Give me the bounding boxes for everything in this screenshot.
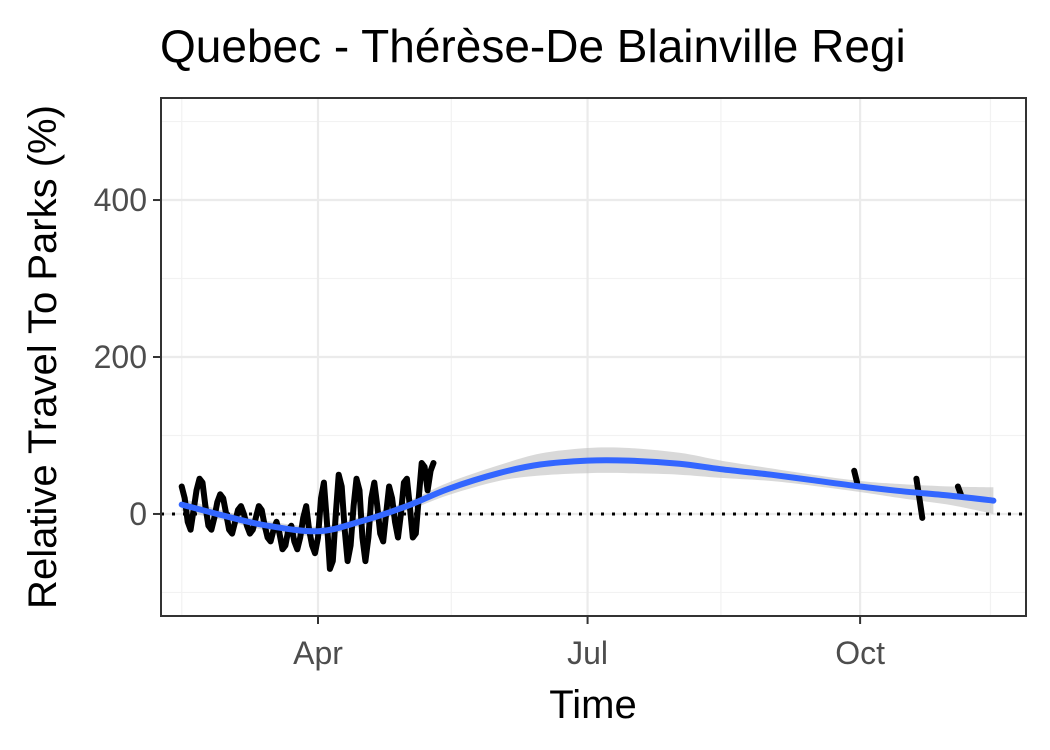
- x-axis-title: Time: [549, 683, 636, 727]
- axes: 0 200 400 Apr Jul Oct: [94, 182, 886, 671]
- y-axis-title: Relative Travel To Parks (%): [21, 105, 65, 609]
- x-tick-label: Apr: [293, 635, 343, 671]
- grid: [161, 98, 1026, 616]
- chart-title: Quebec - Thérèse-De Blainville Regi: [160, 20, 906, 72]
- observed-series-line: [851, 467, 861, 486]
- observed-series-line: [954, 483, 964, 498]
- smoothed-series-layer: [178, 457, 997, 535]
- observed-series-layer: [178, 460, 964, 572]
- y-tick-label: 400: [94, 182, 147, 218]
- smoothed-series-line: [178, 457, 997, 535]
- x-tick-label: Jul: [567, 635, 608, 671]
- observed-series-line: [178, 460, 437, 572]
- y-tick-label: 0: [129, 496, 147, 532]
- x-tick-label: Oct: [835, 635, 885, 671]
- y-tick-label: 200: [94, 339, 147, 375]
- observed-series-line: [913, 475, 926, 521]
